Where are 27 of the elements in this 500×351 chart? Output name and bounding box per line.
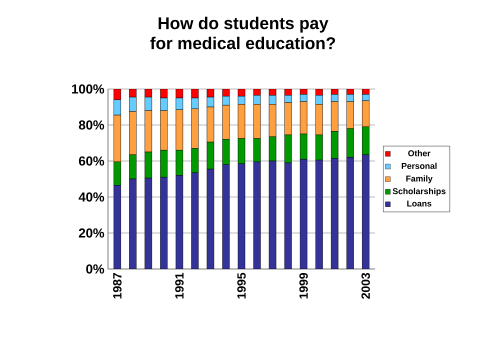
bar	[346, 157, 354, 269]
y-tick-label: 40%	[78, 192, 104, 202]
bar	[362, 154, 370, 269]
bar	[160, 177, 168, 269]
x-tick-label: 1991	[175, 272, 184, 298]
legend-label: Loans	[407, 200, 432, 207]
legend-label: Scholarships	[392, 188, 446, 196]
y-tick-label: 80%	[78, 120, 104, 130]
bar	[330, 158, 338, 269]
chart-title: How do students pay for medical education?	[150, 16, 336, 50]
bar	[300, 159, 308, 269]
y-tick-label: 20%	[78, 228, 104, 238]
bar	[114, 185, 122, 269]
x-tick-label: 1987	[113, 273, 122, 298]
legend-label: Family	[406, 175, 433, 184]
bar	[144, 178, 152, 269]
bar	[315, 160, 323, 269]
bar	[129, 178, 137, 269]
y-tick-label: 60%	[78, 156, 104, 166]
legend-label: Personal	[402, 162, 437, 169]
bar	[176, 175, 184, 269]
x-tick-label: 2003	[361, 272, 370, 299]
y-tick-label: 0%	[86, 264, 104, 274]
y-tick-label: 100%	[72, 84, 104, 94]
legend-label: Other	[408, 150, 430, 156]
x-tick-label: 1995	[237, 272, 246, 298]
x-tick-label: 1999	[299, 272, 308, 298]
